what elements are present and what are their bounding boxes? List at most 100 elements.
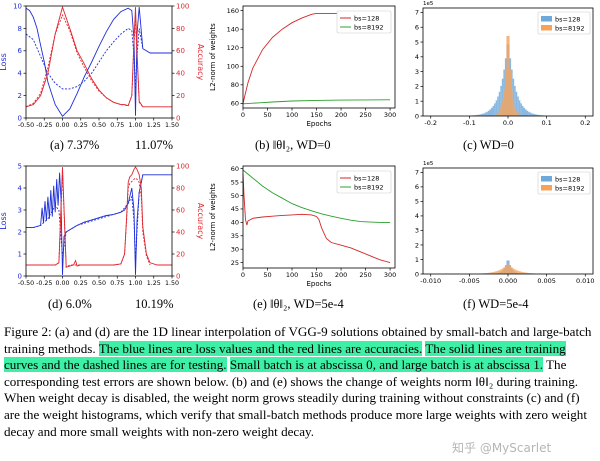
x-tick-label: 300 [384,271,396,279]
x-tick-label: 0.00 [55,280,69,287]
hist-bar-bs=8192 [512,268,515,274]
hist-bar-bs=8192 [491,272,493,274]
left-tick-label: 3 [18,206,22,214]
hist-bar-bs=8192 [512,100,515,116]
y-exponent-label: 1e5 [423,1,434,7]
left-tick-label: 1 [18,250,22,258]
series-line-bs=128 [242,174,391,264]
hist-bar-bs=8192 [495,114,498,116]
x-tick-label: 0.000 [499,277,518,285]
hist-bar-bs=8192 [494,271,496,274]
plot-frame [242,165,396,269]
y-tick-label: 0 [415,270,419,278]
x-tick-label: 100 [286,271,298,279]
x-tick-label: -0.005 [459,277,480,285]
x-tick-label: 1.25 [147,280,161,287]
right-tick-label: 0 [176,272,180,280]
hist-bar-bs=128 [535,114,538,116]
y-axis-label: L2-norm of weights [209,183,217,251]
hist-bar-bs=8192 [484,273,487,274]
hist-bar-bs=8192 [489,272,491,274]
hist-bar-bs=128 [529,112,532,116]
y-tick-label: 120 [227,44,239,52]
left-tick-label: 6 [18,47,23,55]
plot-frame [242,5,396,109]
hist-bar-bs=128 [497,96,499,116]
x-tick-label: 1.00 [128,122,142,129]
x-tick-label: 150 [310,271,322,279]
caption-text-4: The corresponding test errors are shown … [4,357,587,439]
hist-bar-bs=128 [532,113,535,116]
left-tick-label: 0 [18,272,22,280]
legend-swatch [541,25,552,31]
legend-label: bs=128 [354,175,379,183]
hist-bar-bs=8192 [518,271,521,274]
hist-bar-bs=8192 [509,266,512,274]
y-tick-label: 1 [415,98,419,106]
x-tick-label: 300 [384,111,396,119]
hist-bar-bs=128 [475,115,478,116]
y-tick-label: 45 [231,205,239,213]
x-tick-label: -0.2 [424,119,437,127]
hist-bar-bs=128 [484,112,487,116]
hist-bar-bs=128 [480,114,482,116]
left-tick-label: 8 [18,25,22,33]
hist-bar-bs=128 [512,78,515,116]
legend-label: bs=128 [354,15,379,23]
x-tick-label: 0.1 [541,119,551,127]
caption-highlight-1: The blue lines are loss values and the r… [98,340,423,356]
panel-c: -0.2 -0.1 0.0 0.1 0.2 0 1 2 3 4 5 6 7 1e5 bs=128 bs=819… [405,0,600,158]
plot-frame [25,165,173,277]
y-tick-label: 4 [415,212,419,220]
hist-bar-bs=128 [491,107,493,116]
panel-b-chart: 0 50 100 150 200 250 300 60 80 100 120 140 160 Epochs… [209,5,396,128]
right-tick-label: 20 [176,92,185,100]
panel-a-caption-error: 11.07% [135,138,174,152]
y-tick-label: 6 [415,24,419,32]
right-axis-label: Accuracy [196,44,205,81]
panel-a-caption: (a) 7.37% [50,138,100,152]
hist-bar-bs=8192 [517,112,519,116]
y-exponent-label: 1e5 [423,161,434,167]
panel-b-caption: (b) ‖θ‖₂, WD=0 [255,138,331,152]
left-axis-label: Loss [0,53,8,71]
hist-bar-bs=8192 [514,269,516,274]
panel-f-caption: (f) WD=5e-4 [463,297,529,311]
right-tick-label: 40 [176,228,185,236]
hist-bar-bs=128 [526,110,529,116]
y-tick-label: 5 [415,198,419,206]
series-red-solid-line [26,166,172,268]
hist-bar-bs=128 [487,110,490,116]
hist-bar-bs=8192 [511,88,513,116]
panel-a-chart: -0.50 -0.25 0.00 0.25 0.50 0.75 1.00 1.25 1.5002… [0,2,205,129]
series-line-bs=8192 [242,169,391,224]
panel-e-chart: 0 50 100 150 200 250 300 25 30 35 40 45 50 55 60 Epochs… [209,165,396,288]
hist-bar-bs=128 [501,78,504,116]
series-blue-solid-line [26,172,172,275]
hist-bar-bs=128 [494,103,496,116]
y-tick-label: 50 [231,192,239,200]
legend-label: bs=8192 [555,185,585,193]
x-tick-label: 0.75 [110,280,124,287]
hist-bar-bs=8192 [494,114,496,116]
x-tick-label: 0 [241,111,245,119]
left-tick-label: 2 [18,228,22,236]
hist-bar-bs=8192 [508,35,510,116]
hist-bar-bs=128 [481,113,484,116]
watermark: 知乎 @MyScarlet [452,441,552,455]
x-tick-label: 0.75 [110,122,124,129]
panel-d-caption-error: 10.19% [135,297,174,311]
right-tick-label: 60 [176,47,185,55]
y-tick-label: 60 [231,100,239,108]
y-tick-label: 30 [231,246,239,254]
panel-a: -0.50 -0.25 0.00 0.25 0.50 0.75 1.00 1.25 1.50 0 2… [0,0,205,158]
x-tick-label: 50 [263,271,271,279]
left-axis-label: Loss [0,212,8,230]
right-tick-label: 80 [176,184,185,192]
hist-bar-bs=8192 [501,268,504,274]
hist-bar-bs=128 [525,109,527,116]
y-tick-label: 60 [231,165,239,173]
x-tick-label: 200 [335,271,347,279]
y-tick-label: 7 [415,169,419,177]
hist-bar-bs=128 [531,113,533,116]
